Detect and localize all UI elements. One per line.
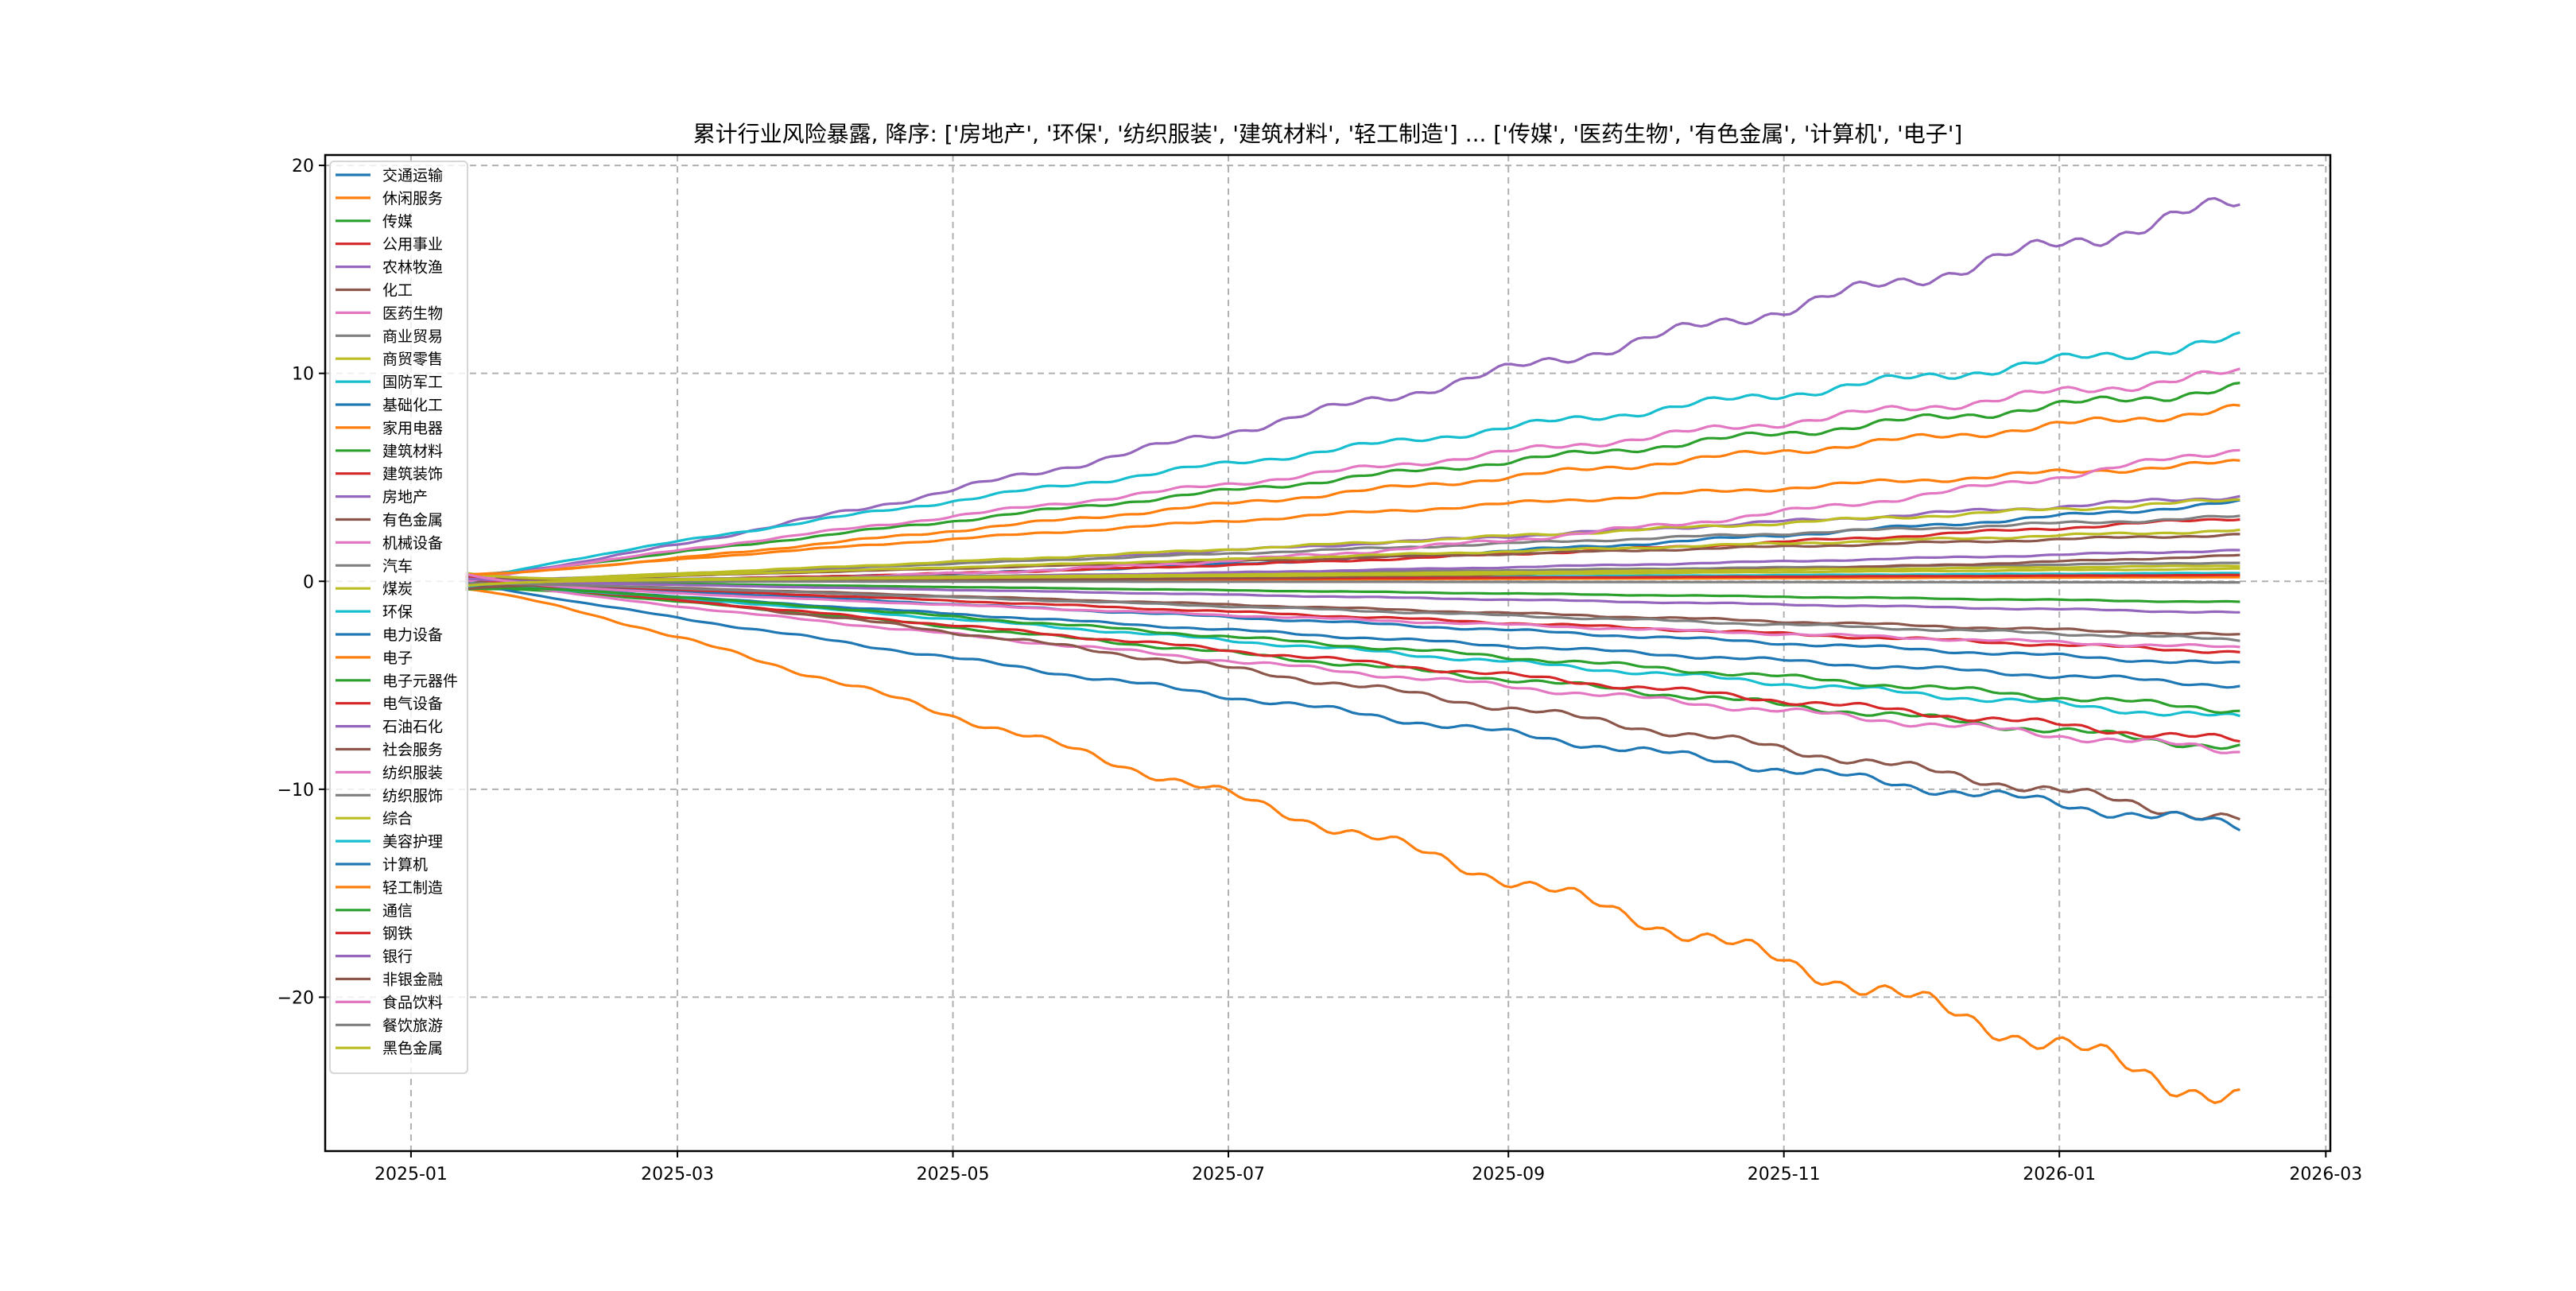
legend-label: 纺织服装	[382, 764, 443, 781]
legend-label: 食品饮料	[382, 994, 443, 1011]
series-line	[464, 572, 2240, 649]
legend-label: 餐饮旅游	[382, 1017, 443, 1034]
legend-label: 建筑装饰	[382, 466, 443, 483]
legend-label: 商业贸易	[382, 328, 443, 345]
legend: 交通运输休闲服务传媒公用事业农林牧渔化工医药生物商业贸易商贸零售国防军工基础化工…	[329, 161, 468, 1075]
legend-label: 医药生物	[382, 304, 443, 322]
legend-label: 公用事业	[382, 236, 443, 254]
legend-label: 石油石化	[382, 719, 443, 736]
x-tick-label: 2026-01	[2023, 1165, 2096, 1184]
legend-label: 煤炭	[382, 580, 413, 598]
series-line	[464, 580, 2241, 832]
series-line	[464, 331, 2240, 585]
legend-label: 电力设备	[382, 626, 443, 644]
series-line	[465, 577, 2240, 603]
legend-label: 商贸零售	[382, 351, 443, 368]
series-line	[464, 585, 2240, 665]
x-tick-label: 2025-07	[1192, 1165, 1265, 1184]
y-tick-label: 0	[303, 572, 314, 592]
y-tick-label: 10	[292, 365, 314, 385]
x-tick-label: 2026-03	[2289, 1165, 2362, 1184]
legend-label: 电子	[382, 649, 413, 667]
legend-label: 通信	[382, 902, 413, 920]
series-line	[464, 576, 2240, 743]
x-tick-label: 2025-01	[374, 1165, 448, 1184]
series-line	[464, 367, 2240, 583]
series-line	[465, 585, 2240, 718]
series-line	[465, 403, 2240, 576]
legend-label: 化工	[382, 282, 413, 300]
legend-label: 建筑材料	[382, 443, 443, 460]
series-line	[464, 528, 2240, 587]
legend-label: 国防军工	[382, 374, 443, 391]
axis-ticks: 2025-01 2025-03 2025-05 2025-07 2025-09 2025-…	[277, 157, 2363, 1184]
series-lines	[464, 196, 2241, 1104]
series-line	[464, 580, 2240, 588]
y-tick-label: 20	[292, 157, 314, 176]
legend-label: 有色金属	[382, 512, 443, 529]
series-line	[464, 382, 2240, 578]
legend-label: 钢铁	[382, 925, 413, 943]
x-tick-label: 2025-09	[1472, 1165, 1545, 1184]
series-line	[464, 572, 2240, 754]
legend-label: 传媒	[382, 213, 413, 231]
legend-label: 交通运输	[382, 167, 443, 184]
series-line	[465, 587, 2240, 715]
legend-label: 环保	[382, 603, 413, 621]
legend-label: 综合	[382, 810, 413, 828]
x-tick-label: 2025-11	[1748, 1165, 1821, 1184]
legend-label: 农林牧渔	[382, 259, 443, 277]
chart-title: 累计行业风险暴露, 降序: ['房地产', '环保', '纺织服装', '建筑材…	[693, 121, 1963, 147]
series-line	[464, 567, 2240, 587]
legend-label: 计算机	[382, 856, 428, 874]
series-line	[465, 577, 2240, 614]
x-tick-label: 2025-05	[917, 1165, 990, 1184]
y-tick-label: −20	[277, 988, 314, 1008]
legend-label: 电气设备	[382, 696, 443, 713]
legend-label: 黑色金属	[382, 1040, 443, 1057]
legend-label: 银行	[382, 948, 413, 966]
legend-label: 纺织服饰	[382, 787, 443, 804]
x-tick-label: 2025-03	[641, 1165, 714, 1184]
plot-frame	[324, 153, 2332, 1153]
legend-label: 轻工制造	[382, 879, 443, 897]
legend-label: 非银金融	[382, 971, 443, 989]
series-line	[464, 459, 2240, 576]
legend-label: 休闲服务	[382, 190, 443, 207]
legend-box	[329, 161, 468, 1075]
legend-label: 汽车	[382, 557, 413, 575]
series-line	[464, 498, 2240, 587]
legend-label: 房地产	[382, 489, 428, 506]
legend-label: 基础化工	[382, 397, 443, 414]
series-line	[465, 582, 2240, 642]
legend-label: 美容护理	[382, 833, 443, 851]
y-tick-label: −10	[277, 781, 314, 801]
legend-label: 社会服务	[382, 742, 443, 759]
series-line	[464, 587, 2240, 1104]
legend-label: 电子元器件	[382, 673, 458, 690]
legend-label: 机械设备	[382, 534, 443, 552]
legend-label: 家用电器	[382, 420, 443, 437]
